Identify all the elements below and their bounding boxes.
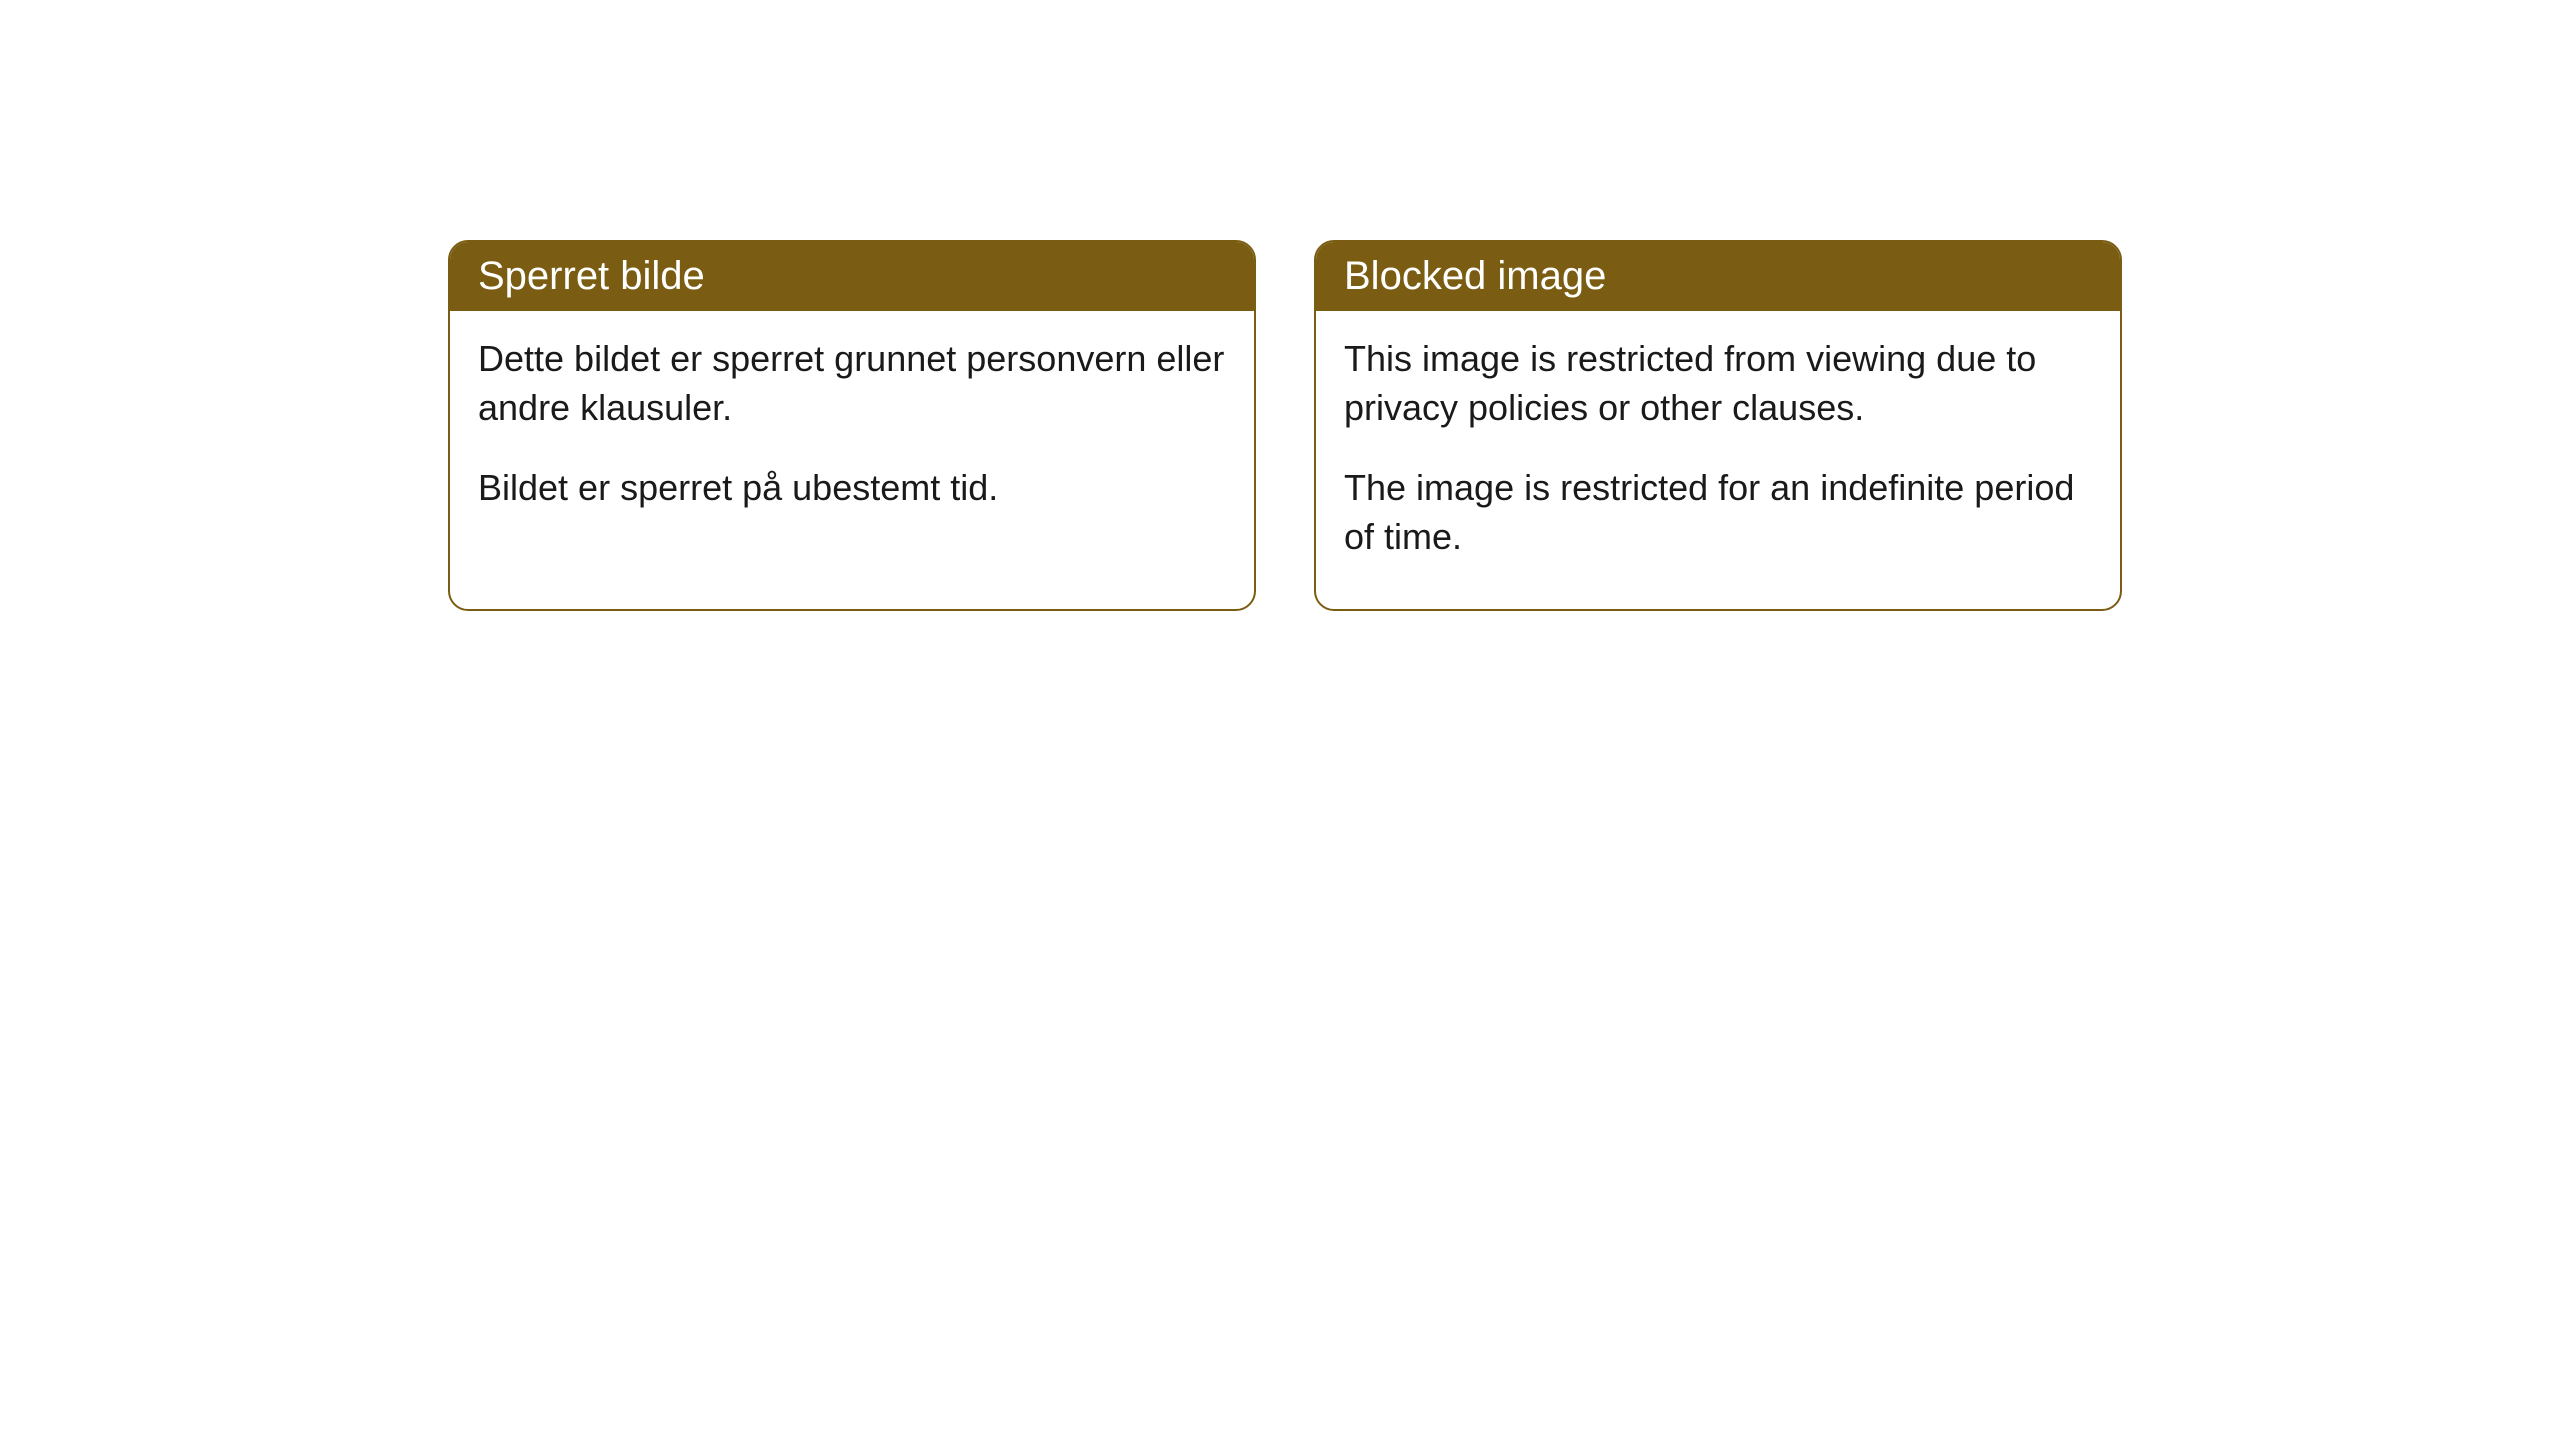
card-header-norwegian: Sperret bilde [450, 242, 1254, 311]
card-body-english: This image is restricted from viewing du… [1316, 311, 2120, 609]
card-english: Blocked image This image is restricted f… [1314, 240, 2122, 611]
cards-container: Sperret bilde Dette bildet er sperret gr… [0, 0, 2560, 611]
card-paragraph-2-english: The image is restricted for an indefinit… [1344, 464, 2092, 561]
card-norwegian: Sperret bilde Dette bildet er sperret gr… [448, 240, 1256, 611]
card-title-norwegian: Sperret bilde [478, 254, 705, 298]
card-paragraph-1-norwegian: Dette bildet er sperret grunnet personve… [478, 335, 1226, 432]
card-header-english: Blocked image [1316, 242, 2120, 311]
card-paragraph-2-norwegian: Bildet er sperret på ubestemt tid. [478, 464, 1226, 513]
card-title-english: Blocked image [1344, 254, 1606, 298]
card-body-norwegian: Dette bildet er sperret grunnet personve… [450, 311, 1254, 561]
card-paragraph-1-english: This image is restricted from viewing du… [1344, 335, 2092, 432]
